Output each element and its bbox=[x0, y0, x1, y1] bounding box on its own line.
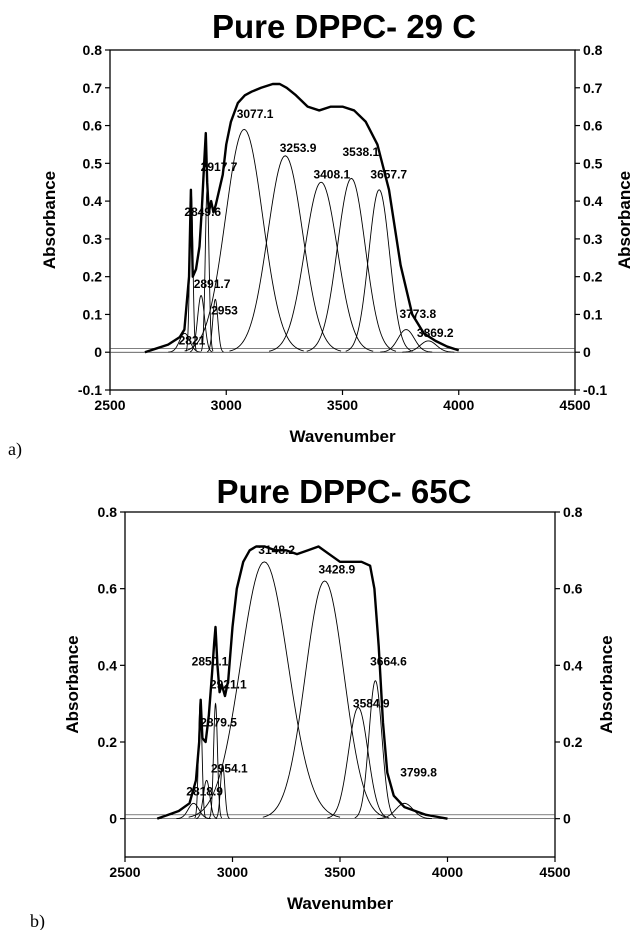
y-tick-label-left: 0.5 bbox=[83, 155, 103, 171]
peak-label: 3428.9 bbox=[319, 562, 356, 576]
y-tick-label-left: 0.6 bbox=[98, 581, 118, 597]
y-tick-label-left: 0.1 bbox=[83, 306, 103, 322]
y-tick-label-right: 0 bbox=[563, 811, 571, 827]
y-tick-label-right: 0.2 bbox=[563, 734, 583, 750]
y-tick-label-left: 0.4 bbox=[98, 657, 118, 673]
y-tick-label-left: 0 bbox=[109, 811, 117, 827]
y-tick-label-right: -0.1 bbox=[583, 382, 607, 398]
peak-label: 3664.6 bbox=[370, 654, 407, 668]
y-tick-label-left: 0.7 bbox=[83, 80, 103, 96]
y-tick-label-right: 0.3 bbox=[583, 231, 603, 247]
component-peak-3428-9 bbox=[262, 580, 387, 818]
spectrum-line-a bbox=[144, 82, 460, 354]
x-axis-label: Wavenumber bbox=[287, 894, 394, 913]
y-tick-label-left: 0.2 bbox=[83, 269, 103, 285]
x-tick-label: 3500 bbox=[324, 864, 355, 880]
y-tick-label-right: 0 bbox=[583, 344, 591, 360]
y-tick-label-right: 0.6 bbox=[563, 581, 583, 597]
y-tick-label-left: -0.1 bbox=[78, 382, 102, 398]
y-tick-label-right: 0.1 bbox=[583, 306, 603, 322]
y-tick-label-right: 0.8 bbox=[583, 42, 603, 58]
component-peak-3869-2 bbox=[402, 340, 455, 353]
y-axis-label-left: Absorbance bbox=[63, 635, 82, 733]
peak-label: 3869.2 bbox=[417, 326, 454, 340]
component-peak-3773-8 bbox=[380, 329, 433, 353]
peak-label: 3657.7 bbox=[370, 167, 407, 181]
y-tick-label-left: 0.6 bbox=[83, 118, 103, 134]
panel-label: b) bbox=[30, 911, 45, 930]
peak-label: 2917.7 bbox=[201, 160, 238, 174]
chart-b-svg: Pure DPPC- 65C 2500 3000 3500 4000 4500 0 0 0.2 0… bbox=[30, 473, 616, 930]
chart-title: Pure DPPC- 65C bbox=[217, 473, 472, 510]
x-tick-label: 4000 bbox=[443, 397, 474, 413]
x-tick-label: 3500 bbox=[327, 397, 358, 413]
component-peak-3408-1 bbox=[268, 181, 374, 352]
y-tick-label-left: 0.8 bbox=[98, 504, 118, 520]
y-tick-label-left: 0 bbox=[94, 344, 102, 360]
peak-label: 2954.1 bbox=[211, 762, 248, 776]
peak-label: 3773.8 bbox=[399, 307, 436, 321]
x-tick-label: 4500 bbox=[539, 864, 570, 880]
x-tick-label: 3000 bbox=[211, 397, 242, 413]
component-peak-3584-9 bbox=[327, 707, 390, 819]
y-tick-label-left: 0.8 bbox=[83, 42, 103, 58]
component-peak-3148-2 bbox=[188, 561, 341, 818]
spectrum-line-b bbox=[156, 545, 448, 820]
y-tick-label-right: 0.4 bbox=[583, 193, 603, 209]
x-tick-label: 4000 bbox=[432, 864, 463, 880]
component-peak-2818-9 bbox=[176, 802, 211, 820]
component-peak-2821 bbox=[168, 332, 202, 353]
y-tick-label-right: 0.7 bbox=[583, 80, 603, 96]
x-tick-label: 2500 bbox=[94, 397, 125, 413]
peak-label: 2891.7 bbox=[194, 277, 231, 291]
x-tick-label: 4500 bbox=[559, 397, 590, 413]
peak-label: 3538.1 bbox=[343, 145, 380, 159]
chart-title: Pure DPPC- 29 C bbox=[212, 8, 476, 45]
y-axis-label-right: Absorbance bbox=[597, 635, 616, 733]
component-peak-3664-6 bbox=[354, 680, 397, 819]
component-peak-2953 bbox=[206, 298, 224, 353]
component-peak-2921-1 bbox=[208, 702, 223, 819]
peak-label: 2953 bbox=[211, 303, 238, 317]
y-tick-label-right: 0.5 bbox=[583, 155, 603, 171]
x-tick-label: 2500 bbox=[109, 864, 140, 880]
y-axis-label-right: Absorbance bbox=[615, 171, 634, 269]
component-peak-3077-1 bbox=[184, 128, 304, 352]
x-tick-label: 3000 bbox=[217, 864, 248, 880]
peak-label: 3799.8 bbox=[400, 766, 437, 780]
y-tick-label-left: 0.3 bbox=[83, 231, 103, 247]
peak-label: 2850.1 bbox=[192, 654, 229, 668]
y-tick-label-right: 0.4 bbox=[563, 657, 583, 673]
component-peak-3657-7 bbox=[345, 189, 413, 352]
peak-label: 3253.9 bbox=[280, 141, 317, 155]
peak-label: 3077.1 bbox=[237, 107, 274, 121]
peak-label: 3408.1 bbox=[313, 167, 350, 181]
panel-label: a) bbox=[8, 439, 22, 460]
component-peak-3799-8 bbox=[376, 802, 432, 820]
y-tick-label-right: 0.2 bbox=[583, 269, 603, 285]
x-axis-label: Wavenumber bbox=[289, 427, 396, 446]
peak-label: 2821 bbox=[179, 334, 206, 348]
peak-label: 2818.9 bbox=[186, 785, 223, 799]
y-axis-label-left: Absorbance bbox=[40, 171, 59, 269]
y-tick-label-left: 0.2 bbox=[98, 734, 118, 750]
y-tick-label-right: 0.8 bbox=[563, 504, 583, 520]
y-tick-label-right: 0.6 bbox=[583, 118, 603, 134]
y-tick-label-left: 0.4 bbox=[83, 193, 103, 209]
chart-panel-b: Pure DPPC- 65C 2500 3000 3500 4000 4500 0 0 0.2 0… bbox=[0, 465, 637, 930]
component-peak-3538-1 bbox=[306, 177, 397, 352]
component-peak-2879-5 bbox=[196, 779, 218, 819]
chart-panel-a: Pure DPPC- 29 C 2500 3000 3500 4000 4500 -0.1-… bbox=[8, 8, 634, 460]
